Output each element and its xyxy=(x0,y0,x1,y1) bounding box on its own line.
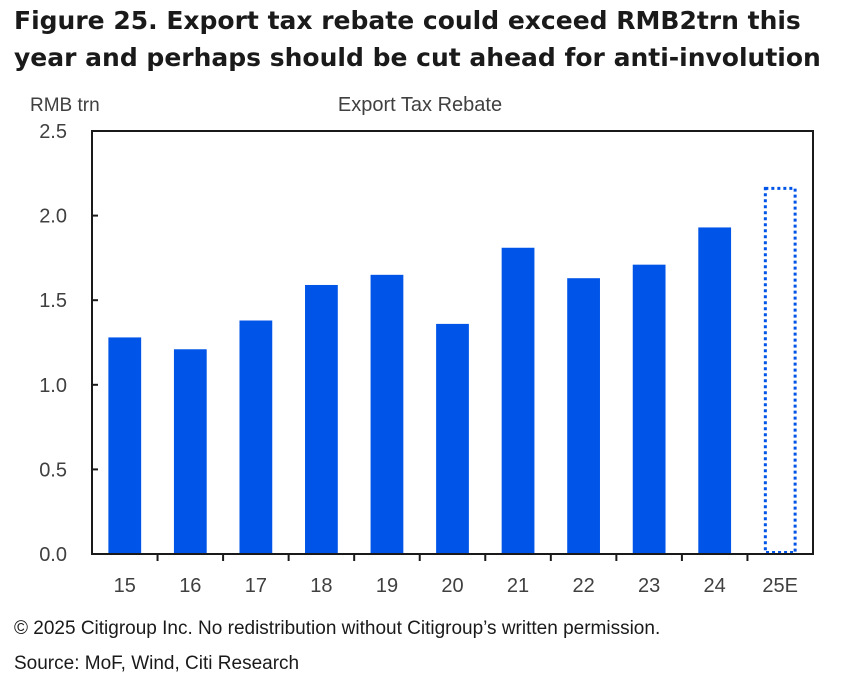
bar-20 xyxy=(436,323,469,554)
bar-25E-estimate xyxy=(763,186,797,554)
bar-24 xyxy=(698,227,732,554)
chart-title: Export Tax Rebate xyxy=(338,94,502,116)
x-tick-label: 24 xyxy=(704,575,726,597)
figure-title: Figure 25. Export tax rebate could excee… xyxy=(14,6,821,72)
y-tick-label: 1.0 xyxy=(39,375,67,397)
bar-chart: RMB trn Export Tax Rebate 15 16 17 18 19 20 21… xyxy=(30,94,814,597)
x-tick-label: 16 xyxy=(179,575,201,597)
y-tick-label: 2.5 xyxy=(39,121,67,143)
bar-18 xyxy=(305,284,338,554)
x-tick-label: 25E xyxy=(762,575,798,597)
x-tick-label: 19 xyxy=(376,575,398,597)
bar-21 xyxy=(501,247,535,555)
y-tick-label: 0.0 xyxy=(39,544,67,566)
x-tick-label: 22 xyxy=(572,575,594,597)
y-tick-label: 2.0 xyxy=(39,206,67,228)
bar-16 xyxy=(173,349,207,554)
y-axis-label: RMB trn xyxy=(30,95,100,116)
y-tick-label: 1.5 xyxy=(39,290,67,312)
x-tick-label: 21 xyxy=(507,575,529,597)
x-tick-label: 15 xyxy=(114,575,136,597)
bar-17 xyxy=(239,320,273,554)
copyright-note: © 2025 Citigroup Inc. No redistribution … xyxy=(14,618,661,639)
bar-23 xyxy=(632,264,666,554)
bar-19 xyxy=(370,274,404,554)
x-tick-label: 17 xyxy=(245,575,267,597)
bar-15 xyxy=(108,337,142,554)
bar-22 xyxy=(567,278,600,554)
plot-frame xyxy=(91,130,814,555)
x-tick-label: 23 xyxy=(638,575,660,597)
y-tick-label: 0.5 xyxy=(39,459,67,481)
source-note: Source: MoF, Wind, Citi Research xyxy=(14,653,300,674)
x-tick-label: 18 xyxy=(310,575,332,597)
x-tick-label: 20 xyxy=(441,575,463,597)
